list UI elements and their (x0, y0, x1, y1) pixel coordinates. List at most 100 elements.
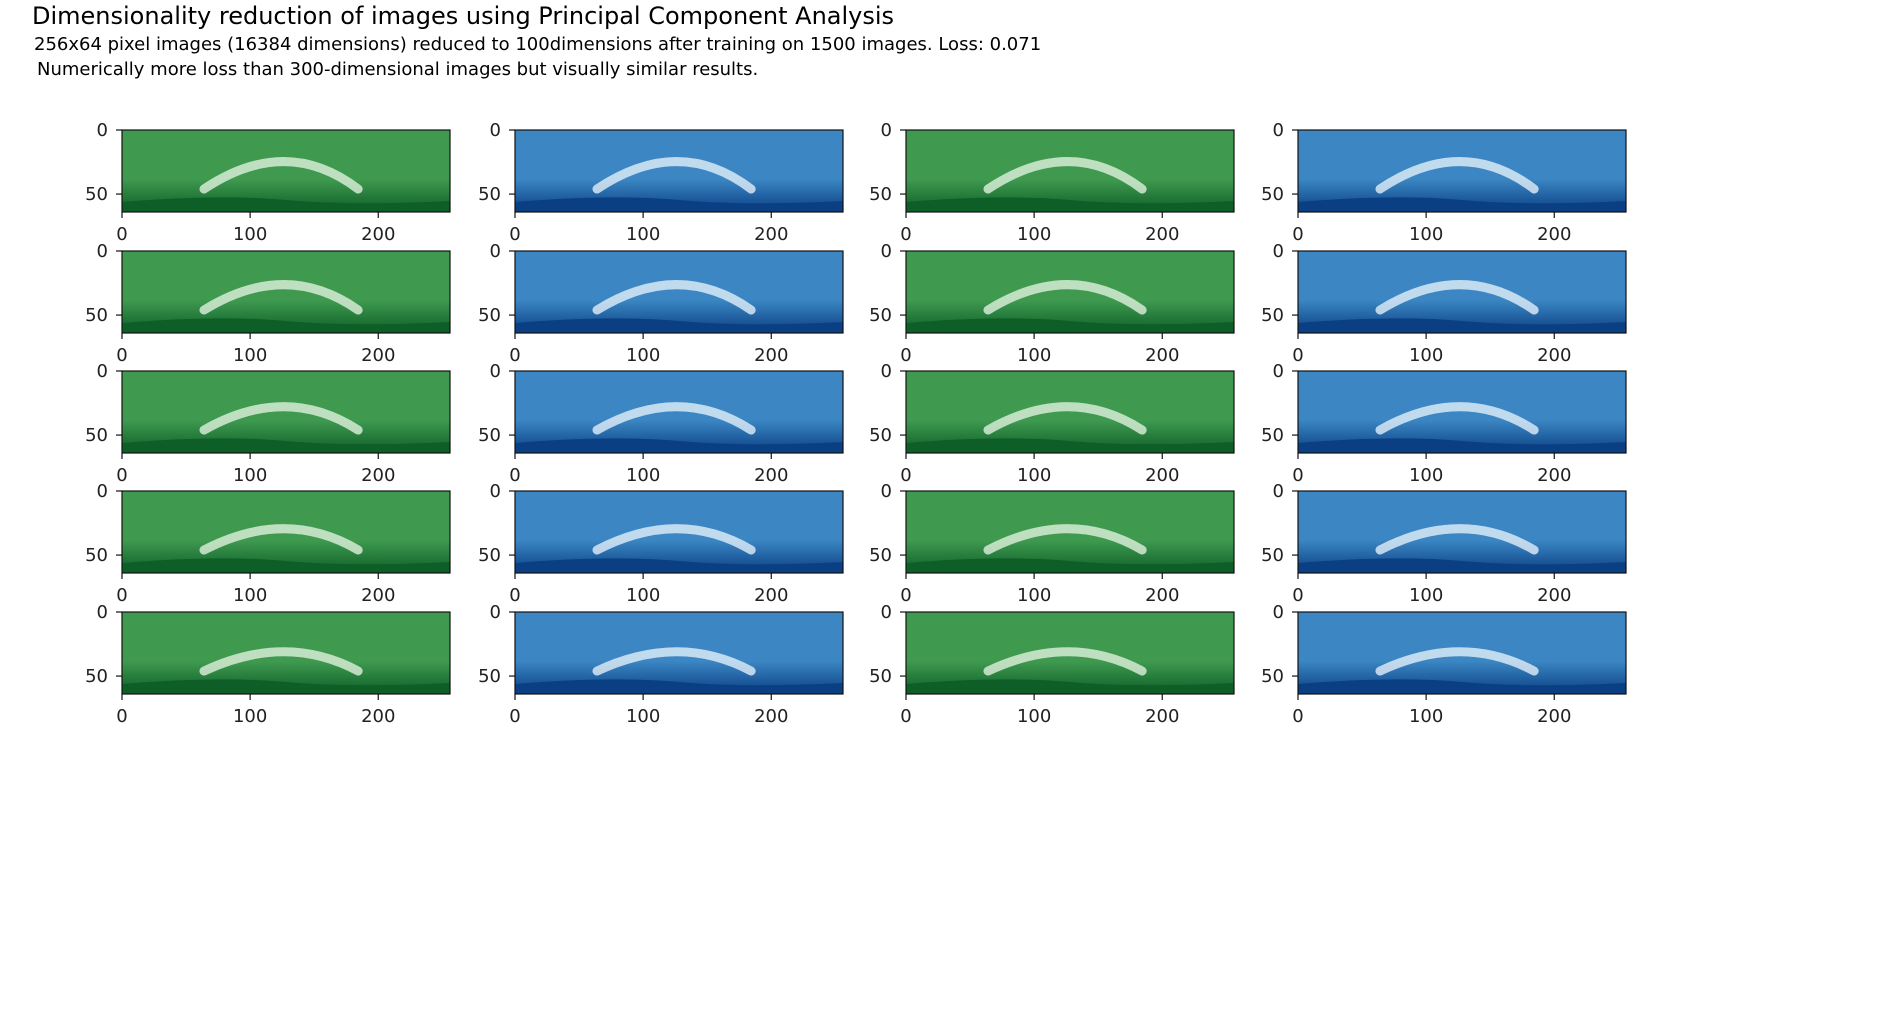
subplot-r3-c1: 0 50 0 100 200 (85, 361, 451, 486)
x-tick-label: 200 (361, 345, 395, 366)
x-tick-label: 200 (361, 224, 395, 245)
image-highlight (592, 280, 756, 315)
image-horizon (906, 197, 1234, 212)
x-tick-label: 100 (626, 224, 660, 245)
subplot-r3-c4: 0 50 0 100 200 (1261, 361, 1627, 486)
y-tick-label: 50 (478, 305, 501, 326)
x-tick-label: 100 (1017, 465, 1051, 486)
subplot-frame (121, 250, 451, 334)
subplot-r5-c4: 0 50 0 100 200 (1261, 602, 1627, 727)
y-tick-label: 50 (1261, 305, 1284, 326)
image-horizon (515, 197, 843, 212)
y-tick-label: 0 (1273, 120, 1284, 141)
y-tick-label: 0 (97, 602, 108, 623)
x-tick-label: 100 (626, 465, 660, 486)
subplot-r4-c4: 0 50 0 100 200 (1261, 481, 1627, 606)
y-tick-label: 50 (478, 545, 501, 566)
y-tick-label: 0 (490, 241, 501, 262)
image-highlight (592, 157, 756, 194)
image-highlight (199, 647, 363, 676)
x-tick-label: 200 (1537, 345, 1571, 366)
image-horizon (515, 438, 843, 453)
image-horizon (515, 558, 843, 573)
y-tick-label: 50 (869, 184, 892, 205)
subplot-r2-c3: 0 50 0 100 200 (869, 241, 1235, 366)
x-tick-label: 0 (116, 465, 127, 486)
x-tick-label: 200 (361, 465, 395, 486)
x-tick-label: 100 (1017, 345, 1051, 366)
y-tick-label: 50 (869, 305, 892, 326)
y-tick-label: 50 (478, 666, 501, 687)
x-tick-label: 200 (1537, 706, 1571, 727)
x-tick-label: 100 (233, 465, 267, 486)
x-tick-label: 100 (626, 585, 660, 606)
subplot-frame (1297, 370, 1627, 454)
image-highlight (983, 647, 1147, 676)
subplot-frame (514, 611, 844, 695)
y-tick-label: 0 (490, 361, 501, 382)
image-highlight (592, 524, 756, 555)
dimensions-value: 100 (515, 34, 550, 55)
image-highlight (592, 647, 756, 676)
y-tick-label: 50 (85, 425, 108, 446)
subplot-r5-c1: 0 50 0 100 200 (85, 602, 451, 727)
reconstructed-image (122, 371, 450, 453)
y-tick-label: 50 (869, 425, 892, 446)
figure-title: Dimensionality reduction of images using… (32, 2, 895, 30)
subplot-r2-c2: 0 50 0 100 200 (478, 241, 844, 366)
x-tick-label: 0 (116, 224, 127, 245)
x-tick-label: 0 (116, 345, 127, 366)
x-tick-label: 0 (509, 706, 520, 727)
subplot-frame (905, 490, 1235, 574)
image-horizon (906, 679, 1234, 694)
image-highlight (1375, 157, 1539, 194)
subtitle-middle: dimensions after training on 1500 images… (549, 34, 990, 55)
image-horizon (515, 318, 843, 333)
subplot-frame (1297, 611, 1627, 695)
x-tick-label: 0 (1292, 465, 1303, 486)
y-tick-label: 0 (881, 361, 892, 382)
image-horizon (906, 558, 1234, 573)
x-tick-label: 0 (900, 465, 911, 486)
y-tick-label: 0 (97, 361, 108, 382)
image-highlight (983, 280, 1147, 315)
image-highlight (199, 280, 363, 315)
reconstructed-image (515, 371, 843, 453)
y-tick-label: 0 (97, 481, 108, 502)
image-highlight (592, 402, 756, 435)
y-tick-label: 50 (85, 184, 108, 205)
subplot-r1-c2: 0 50 0 100 200 (478, 120, 844, 245)
y-tick-label: 0 (1273, 481, 1284, 502)
subplot-frame (905, 250, 1235, 334)
x-tick-label: 0 (1292, 345, 1303, 366)
reconstructed-image (1298, 130, 1626, 212)
reconstructed-image (1298, 371, 1626, 453)
subplot-frame (514, 490, 844, 574)
x-tick-label: 100 (233, 585, 267, 606)
y-tick-label: 50 (85, 305, 108, 326)
subplot-r4-c1: 0 50 0 100 200 (85, 481, 451, 606)
subplot-frame (121, 611, 451, 695)
image-horizon (1298, 197, 1626, 212)
x-tick-label: 100 (626, 345, 660, 366)
x-tick-label: 100 (1409, 585, 1443, 606)
reconstructed-image (122, 251, 450, 333)
y-tick-label: 50 (1261, 545, 1284, 566)
y-tick-label: 0 (490, 602, 501, 623)
subplot-frame (905, 611, 1235, 695)
x-tick-label: 200 (1537, 224, 1571, 245)
y-tick-label: 0 (881, 481, 892, 502)
x-tick-label: 100 (1409, 465, 1443, 486)
subplot-frame (514, 250, 844, 334)
subplot-frame (1297, 250, 1627, 334)
image-highlight (199, 402, 363, 435)
subplot-r4-c2: 0 50 0 100 200 (478, 481, 844, 606)
x-tick-label: 0 (900, 585, 911, 606)
image-highlight (199, 524, 363, 555)
x-tick-label: 200 (1537, 585, 1571, 606)
x-tick-label: 0 (116, 706, 127, 727)
subplot-r5-c2: 0 50 0 100 200 (478, 602, 844, 727)
image-highlight (199, 157, 363, 194)
subplot-r4-c3: 0 50 0 100 200 (869, 481, 1235, 606)
x-tick-label: 0 (1292, 706, 1303, 727)
